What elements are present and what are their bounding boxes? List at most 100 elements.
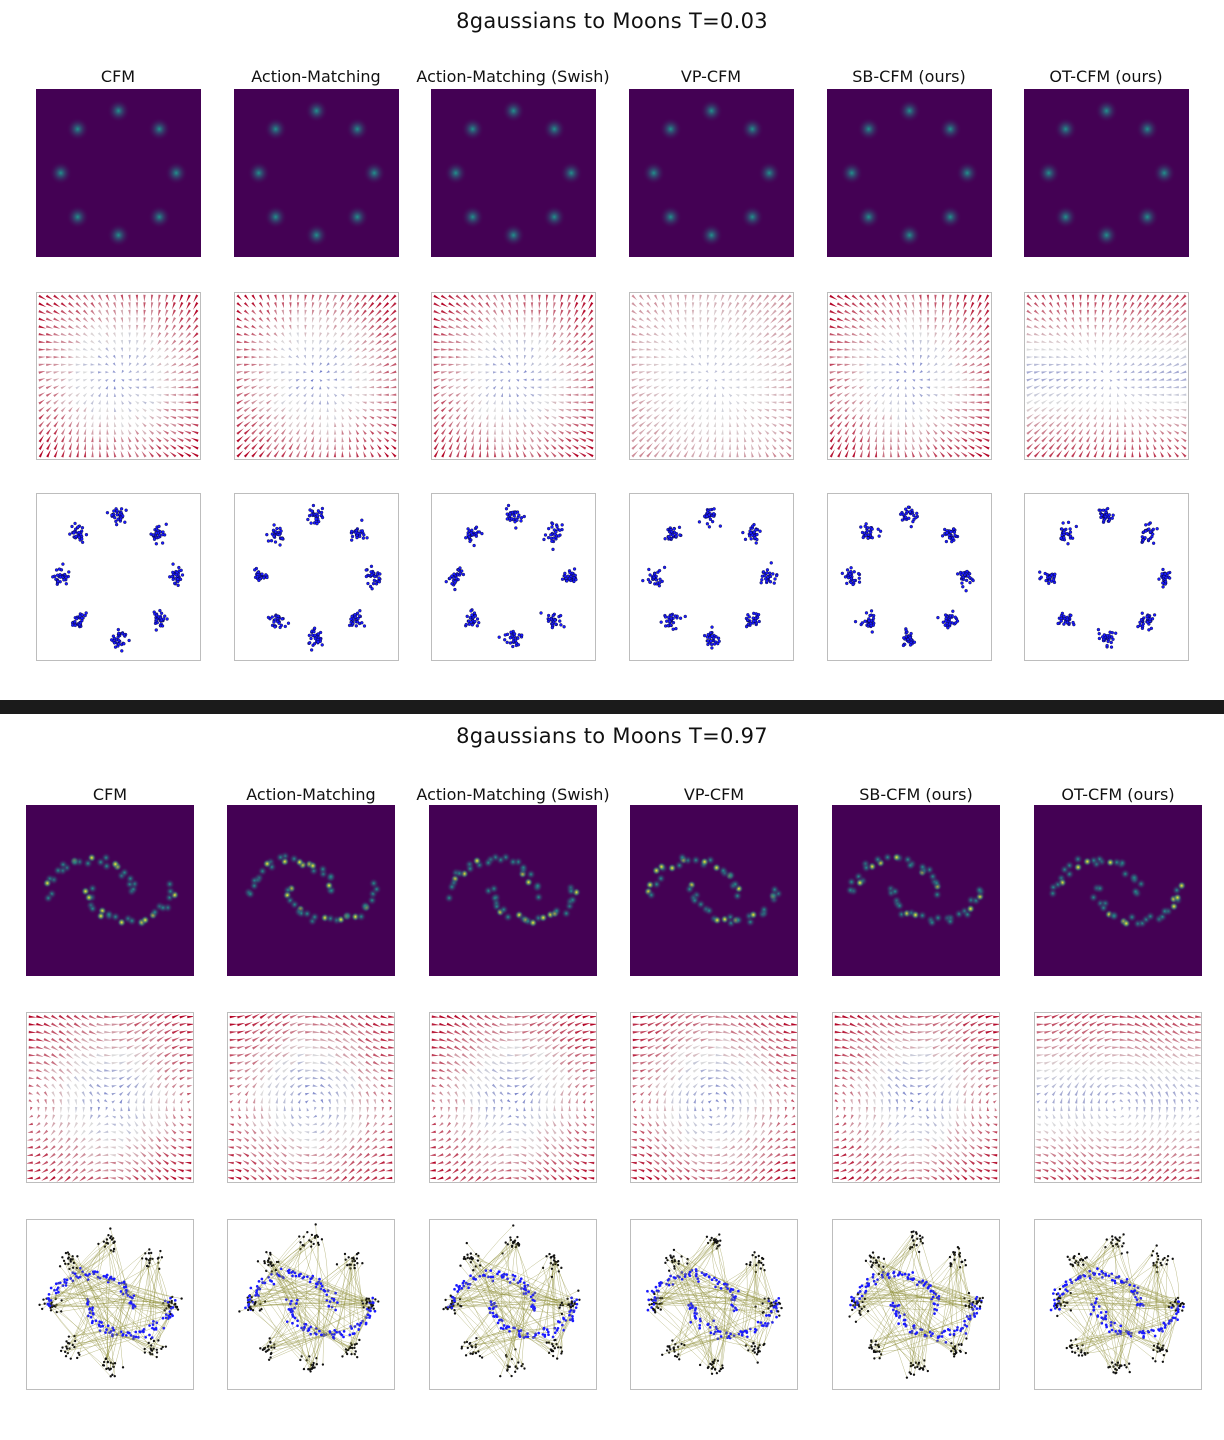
vector-arrow (179, 1038, 188, 1042)
vector-arrow (332, 386, 337, 390)
sample-point (715, 641, 719, 646)
vector-arrow (303, 340, 306, 345)
vector-arrow (713, 378, 717, 383)
vector-arrow (828, 385, 836, 390)
vector-arrow (828, 309, 837, 315)
vector-arrow (550, 401, 556, 405)
vector-arrow (675, 442, 681, 451)
vector-arrow (580, 317, 586, 325)
vector-arrow (559, 309, 563, 317)
sample-point (546, 536, 550, 540)
vector-arrow (73, 1022, 82, 1029)
vector-arrow (332, 354, 337, 360)
vector-arrow (1055, 406, 1062, 413)
vector-arrow (982, 347, 990, 353)
vector-arrow (82, 363, 88, 366)
vector-arrow (89, 1114, 94, 1120)
vector-arrow (762, 324, 769, 331)
vector-arrow (127, 421, 132, 428)
sample-point (271, 534, 276, 538)
vector-arrow (120, 317, 123, 324)
vector-arrow (82, 294, 89, 301)
vector-arrow (134, 1089, 139, 1097)
vector-arrow (769, 294, 777, 302)
vector-arrow (74, 385, 80, 390)
vector-arrow (383, 444, 389, 450)
vector-arrow (638, 363, 645, 367)
vector-arrow (60, 420, 65, 428)
vector-arrow (515, 400, 519, 405)
vector-arrow (470, 363, 476, 366)
vector-arrow (1078, 428, 1083, 435)
vector-arrow (784, 393, 791, 396)
vector-arrow (74, 317, 81, 323)
vector-arrow (147, 1158, 154, 1166)
sample-point (1060, 611, 1064, 616)
vector-arrow (162, 370, 169, 374)
vector-arrow (177, 370, 184, 374)
vector-arrow (1115, 324, 1120, 331)
sample-point (372, 574, 376, 579)
vector-arrow (104, 317, 109, 323)
sample-point (772, 577, 777, 581)
vector-arrow (96, 1068, 104, 1073)
vector-arrow (296, 317, 299, 323)
vector-arrow (667, 347, 673, 351)
vector-arrow (104, 1030, 113, 1034)
sample-point (471, 543, 476, 548)
vector-arrow (432, 392, 440, 397)
vector-arrow (190, 408, 198, 412)
vector-arrow (89, 317, 95, 323)
vector-arrow (564, 423, 571, 427)
vector-arrow (184, 355, 191, 360)
vector-field-panel (1023, 292, 1189, 460)
sample-point (176, 565, 180, 570)
vector-arrow (258, 406, 265, 413)
vector-arrow (164, 309, 168, 317)
vector-arrow (955, 324, 960, 331)
vector-arrow (135, 317, 138, 324)
sample-point (906, 505, 910, 509)
vector-arrow (71, 1160, 79, 1167)
sample-point (1111, 513, 1115, 517)
vector-arrow (770, 385, 777, 389)
vector-arrow (141, 378, 147, 381)
sample-point (657, 581, 661, 585)
vector-arrow (66, 1122, 71, 1129)
vector-arrow (720, 421, 724, 428)
sample-point (1165, 571, 1170, 575)
vector-arrow (1100, 428, 1104, 435)
sample-point (1159, 572, 1164, 576)
vector-arrow (462, 355, 469, 359)
vector-arrow (296, 309, 299, 316)
vector-arrow (1178, 362, 1187, 367)
sample-point (72, 521, 77, 526)
vector-arrow (186, 1100, 191, 1104)
sample-point (707, 636, 711, 640)
vector-arrow (836, 294, 845, 301)
vector-arrow (367, 294, 374, 302)
vector-arrow (1150, 302, 1157, 310)
vector-arrow (858, 340, 865, 344)
sample-point (512, 632, 516, 636)
vector-arrow (172, 1113, 177, 1120)
vector-arrow (440, 427, 446, 435)
vector-arrow (507, 294, 511, 302)
vector-arrow (551, 354, 556, 360)
vector-arrow (1172, 430, 1179, 435)
sample-point (313, 636, 317, 641)
sample-point (79, 537, 83, 541)
vector-arrow (118, 1130, 124, 1135)
vector-arrow (851, 420, 856, 428)
sample-point (1068, 534, 1072, 538)
vector-arrow (332, 347, 337, 352)
vector-arrow (37, 413, 45, 420)
vector-arrow (1108, 332, 1112, 338)
vector-arrow (183, 423, 191, 427)
sample-point (470, 623, 474, 627)
vector-arrow (515, 332, 518, 338)
vector-arrow (1040, 324, 1047, 329)
vector-arrow (697, 400, 702, 405)
vector-arrow (829, 356, 837, 359)
vector-arrow (33, 1160, 41, 1165)
